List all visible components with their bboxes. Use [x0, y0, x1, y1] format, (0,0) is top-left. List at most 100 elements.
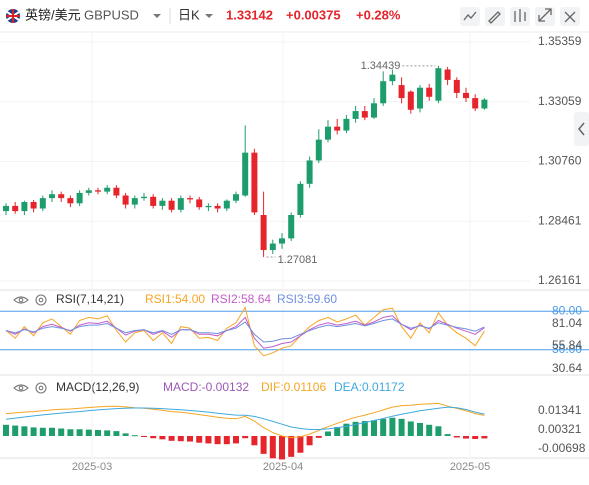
candle-body: [334, 126, 341, 131]
period-dropdown[interactable]: [205, 14, 213, 18]
style-icon: [514, 9, 526, 22]
level-label: 30.00: [552, 342, 582, 356]
symbol-dropdown[interactable]: [153, 14, 161, 18]
macd-bar: [426, 424, 433, 436]
legend-entry: RSI2:58.64: [211, 292, 271, 306]
symbol[interactable]: GBPUSD: [84, 7, 139, 22]
candle-body: [104, 187, 111, 192]
candle-body: [306, 160, 313, 184]
candle-body: [463, 92, 469, 99]
candle-body: [398, 85, 405, 99]
macd-bar: [297, 435, 304, 453]
macd-bar: [39, 427, 46, 436]
macd-bar: [453, 435, 460, 438]
macd-bar: [361, 421, 368, 436]
settings-button[interactable]: [35, 294, 47, 306]
y-tick-label: 1.35359: [538, 34, 582, 48]
candle-body: [233, 194, 239, 201]
candle-body: [85, 190, 92, 193]
candle-body: [426, 87, 433, 97]
macd-bar: [95, 430, 101, 436]
candle-body: [279, 238, 285, 244]
candle-body: [187, 198, 193, 200]
candle-body: [95, 190, 101, 192]
candle-body: [67, 198, 74, 204]
candle-body: [251, 152, 258, 213]
candle-body: [3, 205, 9, 212]
macd-bar: [407, 421, 414, 436]
close-icon: [564, 11, 576, 23]
y-tick-label: 1.26161: [538, 273, 582, 287]
macd-bar: [122, 433, 129, 436]
macd-bar: [371, 420, 377, 436]
visibility-toggle[interactable]: [13, 296, 29, 304]
settings-button[interactable]: [35, 382, 47, 394]
collapse-tab[interactable]: [574, 112, 589, 146]
macd-bar: [21, 426, 28, 436]
candle-body: [141, 196, 147, 199]
macd-bar: [150, 435, 157, 439]
macd-bar: [187, 435, 193, 442]
macd-bar: [352, 421, 359, 436]
x-tick-label: 2025-03: [72, 461, 112, 473]
level-label: 80.00: [552, 303, 582, 317]
period[interactable]: 日K: [178, 7, 200, 22]
macd-line: [5, 402, 485, 439]
draw-button[interactable]: [485, 7, 505, 26]
candle-body: [205, 205, 212, 208]
rsi-line: [5, 318, 485, 343]
macd-bar: [168, 435, 175, 441]
candle-body: [39, 198, 46, 209]
rsi-line: [5, 306, 485, 357]
macd-bar: [306, 435, 313, 446]
candle-body: [214, 205, 221, 209]
y-tick-label: 1.33059: [538, 94, 582, 108]
last-price: 1.33142: [226, 7, 273, 22]
macd-bar: [113, 431, 120, 436]
macd-bar: [435, 426, 442, 436]
candle-body: [325, 126, 331, 140]
macd-bar: [49, 427, 55, 436]
macd-bar: [104, 430, 111, 436]
candle-body: [260, 214, 267, 251]
macd-bar: [380, 418, 387, 436]
candle-body: [168, 200, 175, 210]
price-change: +0.00375: [286, 7, 341, 22]
header: 英镑/美元 GBPUSD 日K 1.33142 +0.00375 +0.28%: [6, 7, 580, 26]
candle-body: [361, 111, 368, 118]
macd-bar: [315, 435, 322, 438]
macd-bar: [30, 427, 37, 436]
macd-bar: [334, 427, 341, 436]
candle-body: [242, 152, 249, 196]
macd-bar: [417, 422, 423, 436]
macd-bar: [205, 435, 212, 444]
y-tick-label: -0.00698: [538, 441, 586, 455]
candle-body: [472, 98, 479, 109]
candle-body: [30, 202, 37, 209]
min-label: 1.27081: [278, 254, 318, 266]
fullscreen-button[interactable]: [535, 7, 555, 26]
candle-body: [417, 87, 423, 109]
visibility-toggle[interactable]: [13, 384, 29, 392]
macd-bar: [251, 435, 258, 446]
candle-body: [131, 198, 138, 205]
candle-body: [159, 200, 166, 206]
pair-name: 英镑/美元: [25, 7, 81, 22]
legend-entry: DIF:0.01106: [261, 380, 326, 394]
candle-body: [177, 198, 184, 210]
legend-entry: MACD:-0.00132: [163, 380, 249, 394]
macd-bar: [269, 435, 276, 459]
macd-bar: [260, 435, 267, 454]
candle-body: [12, 205, 19, 212]
side-label: 81.04: [552, 316, 582, 330]
candle-body: [315, 139, 322, 161]
macd-line: [5, 406, 485, 430]
y-tick-label: 0.00321: [538, 422, 582, 436]
candle-body: [76, 192, 83, 204]
rsi-title: RSI(7,14,21): [56, 292, 124, 306]
macd-bar: [233, 435, 239, 444]
macd-bar: [343, 423, 350, 436]
candle-body: [343, 118, 350, 131]
macd-bar: [67, 429, 74, 436]
